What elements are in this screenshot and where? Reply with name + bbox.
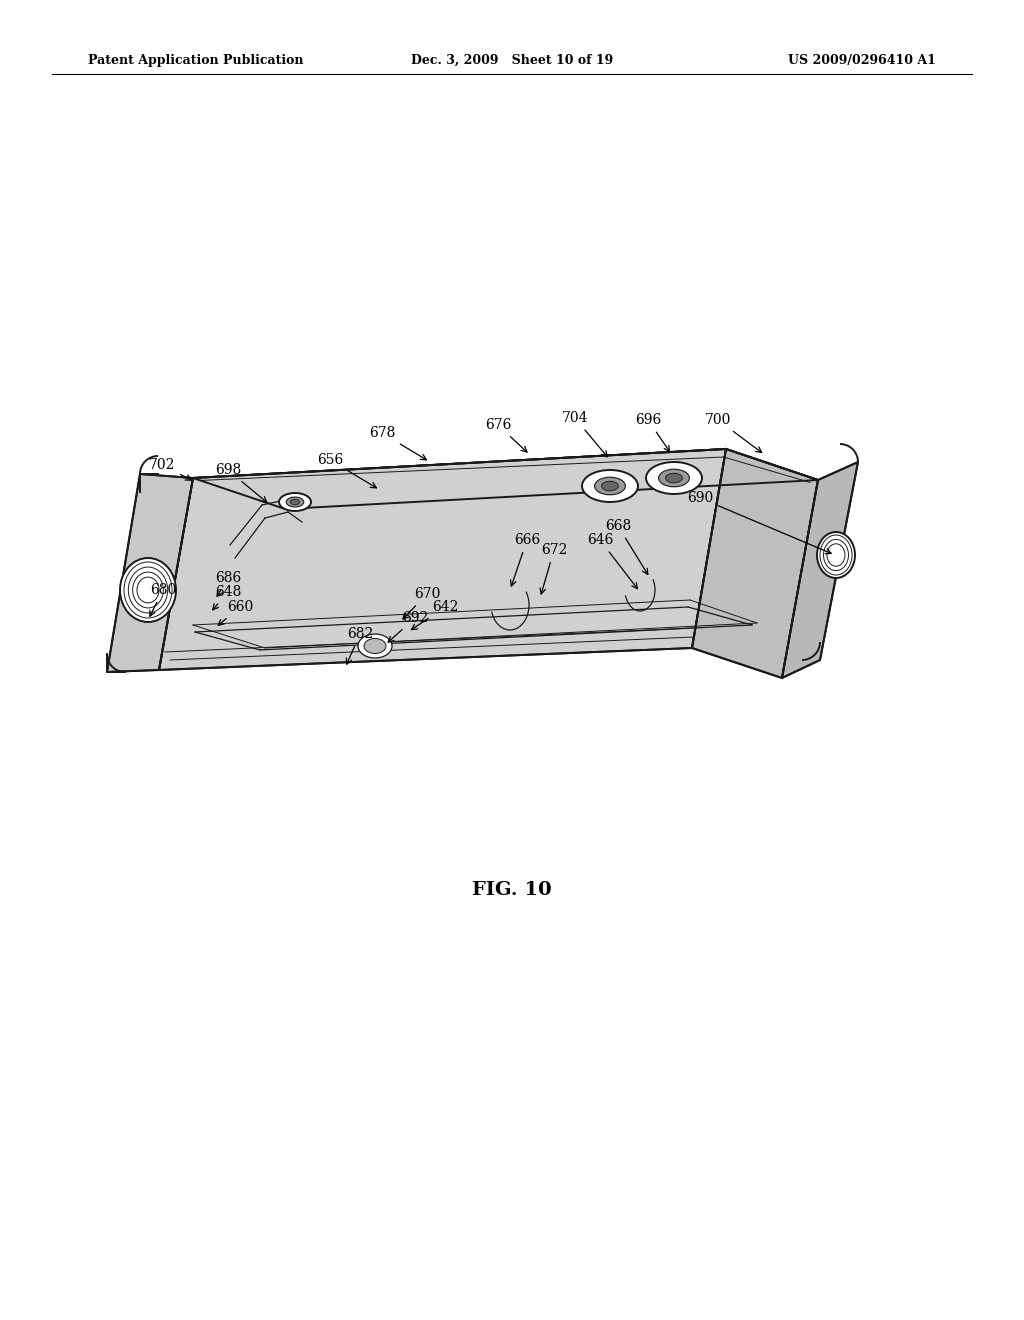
Ellipse shape (582, 470, 638, 502)
Ellipse shape (658, 469, 689, 487)
Text: US 2009/0296410 A1: US 2009/0296410 A1 (788, 54, 936, 67)
Ellipse shape (279, 492, 311, 511)
Ellipse shape (817, 532, 855, 578)
Polygon shape (193, 449, 818, 510)
Text: 642: 642 (412, 601, 458, 630)
Text: 696: 696 (635, 413, 670, 451)
Polygon shape (106, 474, 193, 672)
Text: 698: 698 (215, 463, 267, 503)
Text: 648: 648 (213, 585, 242, 610)
Text: 702: 702 (148, 458, 191, 480)
Polygon shape (782, 462, 858, 678)
Text: 646: 646 (587, 533, 638, 589)
Text: 692: 692 (388, 611, 428, 643)
Text: Patent Application Publication: Patent Application Publication (88, 54, 303, 67)
Ellipse shape (290, 499, 300, 504)
Polygon shape (159, 449, 726, 671)
Text: 690: 690 (687, 491, 831, 554)
Polygon shape (692, 449, 818, 678)
Text: 700: 700 (705, 413, 762, 453)
Text: Dec. 3, 2009   Sheet 10 of 19: Dec. 3, 2009 Sheet 10 of 19 (411, 54, 613, 67)
Ellipse shape (120, 558, 176, 622)
Text: 668: 668 (605, 519, 648, 574)
Ellipse shape (666, 473, 682, 483)
Text: 686: 686 (215, 572, 241, 597)
Ellipse shape (595, 478, 626, 495)
Text: 682: 682 (346, 627, 373, 664)
Text: 678: 678 (369, 426, 426, 459)
Text: 680: 680 (150, 583, 176, 616)
Text: 672: 672 (540, 543, 567, 594)
Text: 670: 670 (402, 587, 440, 619)
Ellipse shape (286, 498, 304, 507)
Text: 660: 660 (218, 601, 253, 626)
Ellipse shape (364, 639, 386, 653)
Text: 666: 666 (511, 533, 540, 586)
Ellipse shape (358, 634, 392, 657)
Text: FIG. 10: FIG. 10 (472, 880, 552, 899)
Text: 704: 704 (562, 411, 607, 457)
Ellipse shape (646, 462, 702, 494)
Text: 676: 676 (484, 418, 527, 453)
Text: 656: 656 (316, 453, 377, 488)
Ellipse shape (602, 482, 618, 491)
